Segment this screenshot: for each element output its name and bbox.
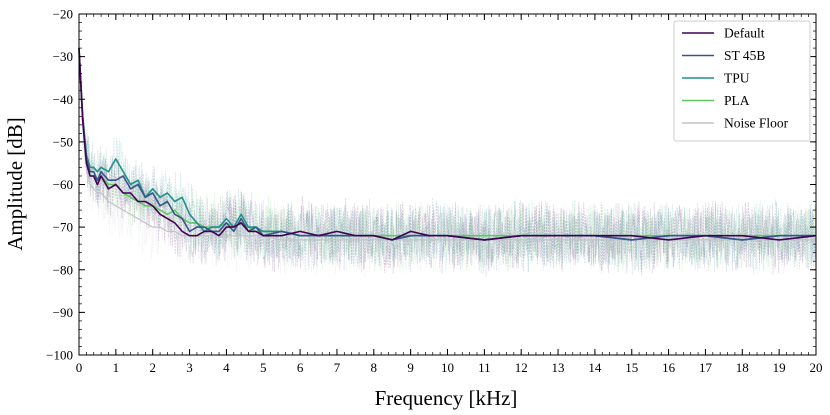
- legend-label-pla: PLA: [724, 93, 750, 108]
- x-tick-label: 13: [552, 360, 565, 375]
- series-line-noise-floor: [78, 56, 816, 241]
- x-axis-title: Frequency [kHz]: [375, 386, 518, 410]
- x-tick-label: 0: [76, 360, 83, 375]
- x-tick-label: 8: [371, 360, 378, 375]
- x-tick-label: 6: [297, 360, 304, 375]
- noise-trace-2: [82, 124, 817, 275]
- legend: Default ST 45B TPU PLA Noise Floor: [673, 20, 811, 142]
- y-axis: −20 −30 −40 −50 −60 −70 −80 −90 −100: [46, 7, 816, 363]
- noise-trace-4: [82, 120, 817, 278]
- x-tick-label: 4: [223, 360, 230, 375]
- x-tick-label: 10: [441, 360, 454, 375]
- y-tick-label: −90: [53, 305, 73, 320]
- x-tick-label: 1: [113, 360, 120, 375]
- y-tick-label: −40: [53, 92, 73, 107]
- x-tick-label: 14: [588, 360, 602, 375]
- y-tick-label: −30: [53, 49, 73, 64]
- x-tick-label: 18: [736, 360, 749, 375]
- legend-label-tpu: TPU: [724, 71, 750, 86]
- x-tick-label: 15: [625, 360, 638, 375]
- x-tick-label: 16: [662, 360, 676, 375]
- x-tick-label: 9: [407, 360, 414, 375]
- x-tick-label: 3: [186, 360, 193, 375]
- x-tick-label: 19: [773, 360, 786, 375]
- x-tick-label: 7: [334, 360, 341, 375]
- x-tick-label: 11: [478, 360, 491, 375]
- y-tick-label: −50: [53, 134, 73, 149]
- y-tick-label: −100: [46, 348, 73, 363]
- x-tick-label: 2: [149, 360, 156, 375]
- x-axis: 0 1 2 3 4 5 6 7 8 9 10 11 12 13 14 15 16 17 18 19 20: [76, 14, 823, 375]
- legend-label-st-45b: ST 45B: [724, 48, 765, 63]
- x-tick-label: 5: [260, 360, 267, 375]
- legend-label-noise-floor: Noise Floor: [724, 116, 789, 131]
- legend-label-default: Default: [724, 26, 765, 41]
- y-tick-label: −80: [53, 262, 73, 277]
- y-axis-title: Amplitude [dB]: [3, 117, 27, 251]
- legend-box: [673, 20, 811, 142]
- x-tick-label: 12: [515, 360, 528, 375]
- noise-layer: [82, 120, 817, 278]
- y-tick-label: −60: [53, 177, 73, 192]
- series-layer: [78, 48, 817, 241]
- y-tick-label: −20: [53, 7, 73, 22]
- noise-trace-0: [82, 120, 817, 276]
- noise-trace-1: [82, 120, 817, 277]
- y-tick-label: −70: [53, 220, 73, 235]
- x-tick-label: 20: [810, 360, 823, 375]
- series-line-default: [78, 48, 817, 241]
- x-tick-label: 17: [699, 360, 713, 375]
